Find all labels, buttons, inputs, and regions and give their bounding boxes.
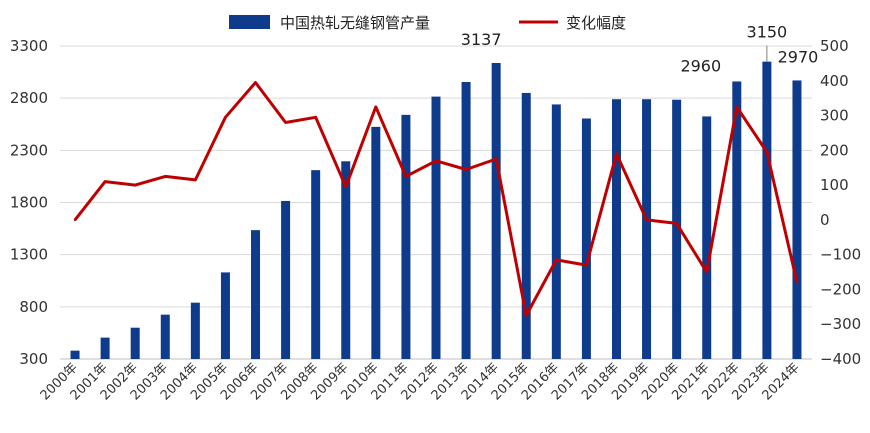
line-point-2009年: [344, 185, 347, 189]
bar-2016年: [551, 104, 561, 359]
y-right-tick-label: 0: [820, 211, 830, 229]
line-point-2005年: [224, 116, 227, 119]
legend-line-label: 变化幅度: [566, 14, 626, 32]
bar-series: [70, 61, 802, 360]
y-right-tick-label: −200: [820, 280, 861, 298]
line-point-2014年: [494, 157, 498, 161]
bar-2014年: [491, 63, 501, 359]
line-point-2023年: [765, 150, 769, 154]
line-point-2019年: [645, 218, 648, 222]
bar-2012年: [431, 96, 441, 359]
y-left-tick-label: 800: [19, 298, 48, 316]
bar-2010年: [371, 126, 381, 359]
line-point-2020年: [675, 222, 678, 225]
bar-2000年: [70, 350, 80, 359]
bar-2008年: [311, 170, 321, 359]
y-right-tick-label: 300: [820, 107, 849, 125]
y-right-tick-label: −400: [820, 350, 861, 368]
line-point-2016年: [555, 258, 558, 262]
line-point-2007年: [284, 121, 287, 124]
bar-2002年: [130, 327, 140, 359]
line-point-2002年: [134, 183, 137, 187]
bar-2019年: [642, 99, 652, 360]
legend-bar-label: 中国热轧无缝钢管产量: [280, 14, 430, 32]
bar-2007年: [281, 200, 291, 359]
data-label: 3137: [461, 30, 502, 49]
y-right-tick-label: −100: [820, 246, 861, 264]
line-point-2017年: [585, 263, 588, 267]
line-point-2006年: [254, 81, 257, 84]
bar-2020年: [672, 99, 682, 360]
bar-2024年: [792, 80, 802, 360]
bar-2006年: [251, 230, 261, 359]
line-point-2001年: [103, 180, 107, 183]
bar-2005年: [220, 272, 230, 359]
y-left-tick-label: 2800: [10, 89, 48, 107]
legend: 中国热轧无缝钢管产量 变化幅度: [229, 14, 626, 32]
bar-2022年: [732, 81, 742, 360]
line-point-2004年: [194, 178, 197, 182]
bar-2023年: [762, 61, 772, 360]
y-left-tick-label: 300: [19, 350, 48, 368]
line-point-2024年: [795, 281, 799, 284]
legend-bar-swatch: [229, 15, 270, 29]
y-axis-right: −400 −300 −200 −100 0 100 200 300 400 500: [820, 37, 861, 368]
y-right-tick-label: 200: [820, 141, 849, 159]
line-point-2022年: [735, 105, 738, 109]
data-label: 2960: [680, 56, 721, 75]
line-point-2015年: [525, 314, 528, 317]
line-point-2021年: [705, 270, 708, 274]
y-left-tick-label: 2300: [10, 141, 48, 159]
y-axis-left: 300 800 1300 1800 2300 2800 3300: [10, 37, 48, 368]
bar-2015年: [521, 92, 531, 359]
bar-2004年: [190, 302, 200, 359]
y-left-tick-label: 3300: [10, 37, 48, 55]
y-right-tick-label: 400: [820, 72, 849, 90]
bar-2011年: [401, 114, 411, 359]
bar-2001年: [100, 337, 110, 359]
y-right-tick-label: 500: [820, 37, 849, 55]
line-point-2010年: [374, 105, 378, 109]
bar-2009年: [341, 161, 351, 359]
line-series: [73, 81, 799, 317]
y-left-tick-label: 1300: [10, 246, 48, 264]
y-right-tick-label: −300: [820, 315, 861, 333]
line-point-2011年: [404, 175, 408, 178]
line-point-2008年: [314, 116, 317, 119]
y-right-tick-label: 100: [820, 176, 849, 194]
line-point-2003年: [164, 175, 167, 178]
bar-2013年: [461, 81, 471, 360]
line-point-2018年: [615, 152, 618, 156]
line-point-2013年: [464, 168, 468, 171]
x-axis: 2000年2001年2002年2003年2004年2005年2006年2007年…: [38, 360, 803, 403]
y-left-tick-label: 1800: [10, 194, 48, 212]
data-label: 2970: [778, 47, 819, 66]
line-point-2012年: [434, 159, 438, 162]
data-labels: 3137 2960 3150 2970: [461, 23, 819, 76]
bar-2021年: [702, 116, 712, 359]
bar-2017年: [581, 118, 591, 360]
bar-2018年: [611, 99, 621, 360]
bar-2003年: [160, 314, 170, 359]
line-point-2000年: [73, 218, 77, 222]
data-label: 3150: [747, 23, 788, 42]
